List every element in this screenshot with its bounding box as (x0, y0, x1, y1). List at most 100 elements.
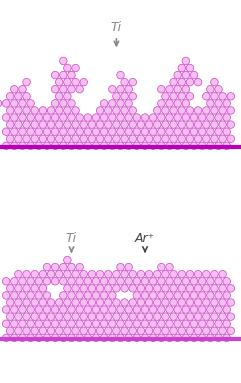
Circle shape (125, 142, 132, 150)
Circle shape (109, 128, 116, 136)
Circle shape (223, 278, 230, 285)
Circle shape (31, 121, 39, 128)
Circle shape (223, 320, 230, 327)
Circle shape (15, 107, 22, 114)
Circle shape (96, 270, 104, 278)
Circle shape (178, 135, 186, 142)
Circle shape (158, 128, 165, 136)
Circle shape (105, 121, 112, 128)
Circle shape (15, 327, 22, 335)
Circle shape (96, 285, 104, 292)
Circle shape (11, 142, 18, 150)
Circle shape (7, 107, 14, 114)
Circle shape (133, 278, 141, 285)
Circle shape (178, 121, 186, 128)
Circle shape (207, 114, 214, 121)
Circle shape (105, 270, 112, 278)
Circle shape (11, 334, 18, 342)
Circle shape (64, 121, 71, 128)
Circle shape (7, 327, 14, 335)
Circle shape (145, 285, 153, 292)
Circle shape (215, 85, 222, 93)
Circle shape (68, 71, 75, 79)
Circle shape (60, 334, 67, 342)
Circle shape (60, 142, 67, 150)
Circle shape (211, 135, 218, 142)
Circle shape (129, 327, 136, 335)
Circle shape (43, 114, 51, 121)
Circle shape (211, 270, 218, 278)
Circle shape (55, 135, 63, 142)
Circle shape (109, 320, 116, 327)
Circle shape (76, 85, 83, 93)
Circle shape (92, 320, 100, 327)
Circle shape (178, 93, 186, 100)
Circle shape (202, 121, 210, 128)
Circle shape (15, 270, 22, 278)
Circle shape (23, 93, 30, 100)
Text: Ar⁺: Ar⁺ (135, 232, 155, 246)
Circle shape (92, 114, 100, 121)
Circle shape (64, 107, 71, 114)
Circle shape (121, 93, 128, 100)
Circle shape (215, 142, 222, 150)
Circle shape (68, 264, 75, 271)
Circle shape (117, 264, 124, 271)
Circle shape (11, 114, 18, 121)
Circle shape (27, 292, 34, 299)
Circle shape (2, 142, 10, 150)
Circle shape (109, 142, 116, 150)
Circle shape (227, 93, 234, 100)
Circle shape (137, 299, 145, 306)
Circle shape (162, 285, 169, 292)
Circle shape (219, 135, 226, 142)
Circle shape (125, 264, 132, 271)
Circle shape (64, 285, 71, 292)
Circle shape (72, 135, 79, 142)
Circle shape (47, 270, 55, 278)
Circle shape (170, 135, 177, 142)
Circle shape (129, 107, 136, 114)
Circle shape (129, 285, 136, 292)
Circle shape (190, 142, 198, 150)
Circle shape (158, 278, 165, 285)
Circle shape (219, 270, 226, 278)
Circle shape (19, 85, 26, 93)
Circle shape (158, 292, 165, 299)
Circle shape (219, 93, 226, 100)
Circle shape (7, 313, 14, 321)
Circle shape (186, 79, 194, 86)
Circle shape (80, 79, 87, 86)
Circle shape (55, 270, 63, 278)
Circle shape (158, 85, 165, 93)
Circle shape (31, 313, 39, 321)
Circle shape (125, 128, 132, 136)
Circle shape (76, 278, 83, 285)
Circle shape (39, 107, 47, 114)
Circle shape (19, 128, 26, 136)
Circle shape (31, 270, 39, 278)
Circle shape (178, 107, 186, 114)
Circle shape (92, 334, 100, 342)
Circle shape (178, 327, 186, 335)
Circle shape (113, 93, 120, 100)
Circle shape (47, 135, 55, 142)
Circle shape (72, 121, 79, 128)
Circle shape (141, 128, 149, 136)
Circle shape (121, 107, 128, 114)
Circle shape (145, 121, 153, 128)
Circle shape (39, 135, 47, 142)
Circle shape (198, 142, 206, 150)
Circle shape (51, 264, 59, 271)
Circle shape (117, 71, 124, 79)
Circle shape (219, 107, 226, 114)
Circle shape (60, 264, 67, 271)
Circle shape (145, 299, 153, 306)
Circle shape (154, 121, 161, 128)
Circle shape (100, 142, 108, 150)
Circle shape (92, 292, 100, 299)
Circle shape (202, 285, 210, 292)
Circle shape (76, 334, 83, 342)
Circle shape (60, 128, 67, 136)
Circle shape (109, 100, 116, 107)
